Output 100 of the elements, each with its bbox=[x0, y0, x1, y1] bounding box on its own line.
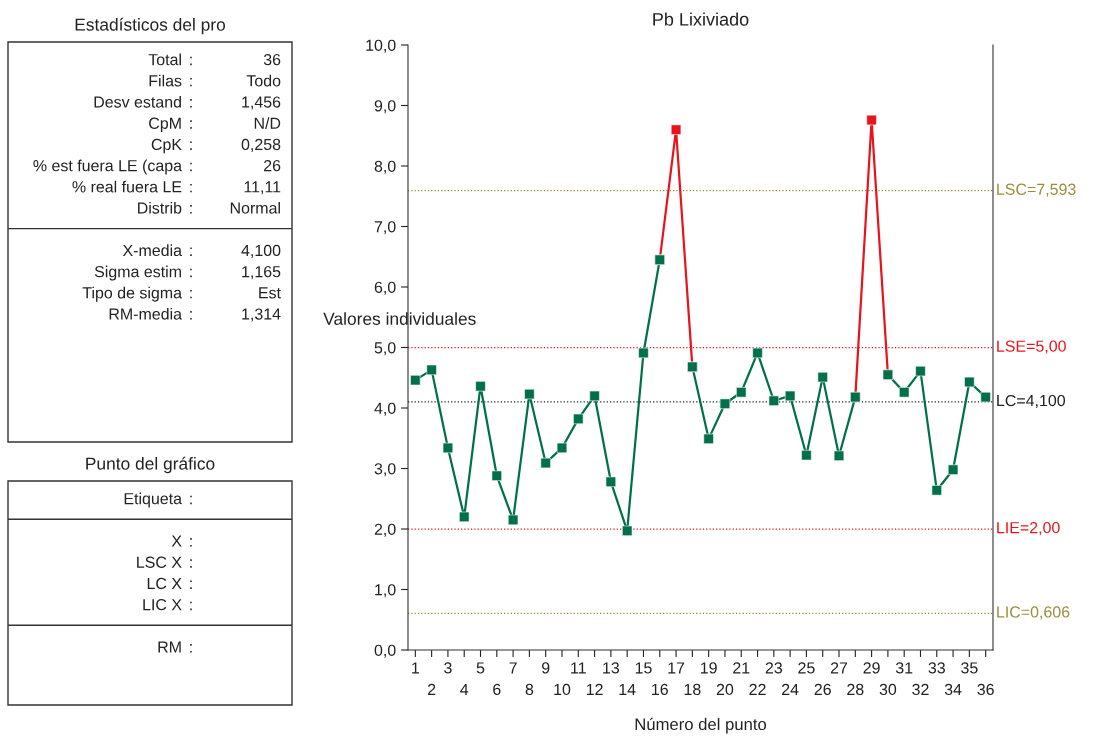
x-tick-label: 16 bbox=[652, 683, 668, 696]
category-label: LSC X bbox=[137, 556, 182, 568]
y-tick-label: 6,0 bbox=[374, 281, 396, 295]
x-tick-label: 26 bbox=[814, 683, 831, 696]
y-tick-label: 9,0 bbox=[374, 100, 396, 114]
x-tick-label: 32 bbox=[912, 683, 929, 696]
y-tick-label: 7,0 bbox=[374, 221, 396, 235]
x-tick-label: 12 bbox=[586, 683, 603, 695]
text: N/D bbox=[254, 117, 281, 129]
x-tick-label: 6 bbox=[493, 683, 501, 696]
y-tick-label: 10,0 bbox=[366, 39, 396, 53]
y-tick-label: 4,0 bbox=[374, 402, 396, 416]
x-tick-label: 25 bbox=[798, 662, 815, 674]
category-label: LC X bbox=[147, 577, 182, 590]
category-label: Filas bbox=[149, 74, 182, 87]
x-tick-label: 27 bbox=[830, 662, 848, 674]
category-label: X bbox=[171, 535, 182, 547]
x-tick-label: 20 bbox=[716, 683, 734, 696]
x-tick-label: 21 bbox=[733, 662, 750, 674]
category-label: CpM bbox=[149, 117, 181, 133]
x-tick-label: 14 bbox=[619, 683, 636, 695]
category-label: X-media bbox=[122, 244, 182, 257]
text: : bbox=[190, 538, 192, 547]
category-label: RM bbox=[158, 641, 181, 653]
ref-line-label: LIC=0,606 bbox=[997, 606, 1070, 620]
x-tick-label: 18 bbox=[684, 683, 701, 696]
x-tick-label: 2 bbox=[427, 683, 436, 695]
category-label: % est fuera LE (capa bbox=[33, 159, 183, 175]
x-tick-label: 10 bbox=[554, 683, 571, 696]
x-tick-label: 8 bbox=[525, 683, 534, 696]
text: Estadísticos del pro bbox=[75, 17, 226, 35]
category-label: LIC X bbox=[143, 598, 182, 611]
text: : bbox=[190, 268, 192, 278]
text: Est bbox=[259, 287, 281, 299]
text: 36 bbox=[263, 53, 281, 66]
category-label: CpK bbox=[151, 138, 182, 154]
category-label: Sigma estim bbox=[94, 265, 181, 281]
text: : bbox=[190, 311, 192, 320]
x-tick-label: 5 bbox=[476, 662, 485, 674]
text: : bbox=[190, 162, 192, 172]
text: 26 bbox=[264, 159, 281, 172]
text: 1,165 bbox=[242, 265, 281, 280]
y-tick-label: 5,0 bbox=[374, 342, 396, 356]
x-tick-label: 33 bbox=[928, 662, 945, 674]
x-tick-label: 19 bbox=[700, 662, 717, 674]
text: Punto del gráfico bbox=[86, 456, 215, 474]
text: : bbox=[190, 580, 192, 589]
text: : bbox=[190, 183, 192, 193]
ref-line-label: LSC=7,593 bbox=[997, 183, 1076, 197]
text: : bbox=[190, 247, 192, 256]
x-tick-label: 3 bbox=[444, 662, 452, 674]
ref-line-label: LSE=5,00 bbox=[997, 340, 1066, 354]
text: : bbox=[190, 141, 192, 150]
text: 0,258 bbox=[241, 138, 281, 152]
x-tick-label: 1 bbox=[412, 662, 419, 674]
ref-line-label: LIE=2,00 bbox=[997, 521, 1060, 536]
text: : bbox=[190, 56, 192, 66]
x-tick-label: 4 bbox=[460, 683, 469, 695]
text: Normal bbox=[230, 201, 280, 214]
text: : bbox=[190, 205, 192, 214]
category-label: Total bbox=[148, 53, 181, 66]
x-tick-label: 7 bbox=[509, 662, 517, 674]
text: : bbox=[190, 601, 192, 611]
text: 11,11 bbox=[244, 181, 281, 195]
category-label: Tipo de sigma bbox=[82, 286, 183, 302]
category-label: Distrib bbox=[138, 201, 182, 214]
category-label: Desv estand bbox=[94, 95, 181, 108]
x-tick-label: 15 bbox=[635, 662, 652, 674]
x-tick-label: 35 bbox=[961, 662, 978, 674]
x-tick-label: 36 bbox=[977, 683, 994, 696]
ref-line-label: LC=4,100 bbox=[997, 394, 1066, 409]
text: : bbox=[190, 559, 192, 568]
x-tick-label: 34 bbox=[944, 683, 962, 696]
x-tick-label: 29 bbox=[863, 662, 880, 674]
text: : bbox=[190, 289, 192, 299]
x-tick-label: 24 bbox=[782, 683, 799, 695]
x-tick-label: 22 bbox=[749, 683, 766, 695]
x-tick-label: 28 bbox=[847, 683, 864, 696]
text: : bbox=[190, 495, 192, 505]
category-label: Etiqueta bbox=[124, 492, 182, 508]
text: 1,314 bbox=[242, 308, 281, 322]
text: : bbox=[190, 644, 192, 653]
x-tick-label: 11 bbox=[571, 662, 586, 674]
text: : bbox=[190, 120, 192, 129]
x-tick-label: 17 bbox=[668, 662, 685, 674]
y-axis-title: Valores individuales bbox=[323, 312, 476, 325]
category-label: % real fuera LE bbox=[72, 180, 182, 193]
chart-title: Pb Lixiviado bbox=[653, 12, 749, 26]
x-axis-title: Número del punto bbox=[635, 717, 767, 734]
y-tick-label: 0,0 bbox=[374, 644, 396, 658]
x-tick-label: 13 bbox=[603, 662, 620, 674]
y-tick-label: 1,0 bbox=[375, 584, 396, 598]
text: : bbox=[190, 77, 192, 87]
x-tick-label: 30 bbox=[879, 683, 897, 696]
x-tick-label: 31 bbox=[895, 662, 913, 674]
text: : bbox=[190, 99, 192, 108]
y-tick-label: 3,0 bbox=[374, 463, 396, 477]
x-tick-label: 9 bbox=[542, 662, 550, 674]
y-tick-label: 8,0 bbox=[374, 160, 396, 174]
category-label: RM-media bbox=[109, 307, 182, 320]
